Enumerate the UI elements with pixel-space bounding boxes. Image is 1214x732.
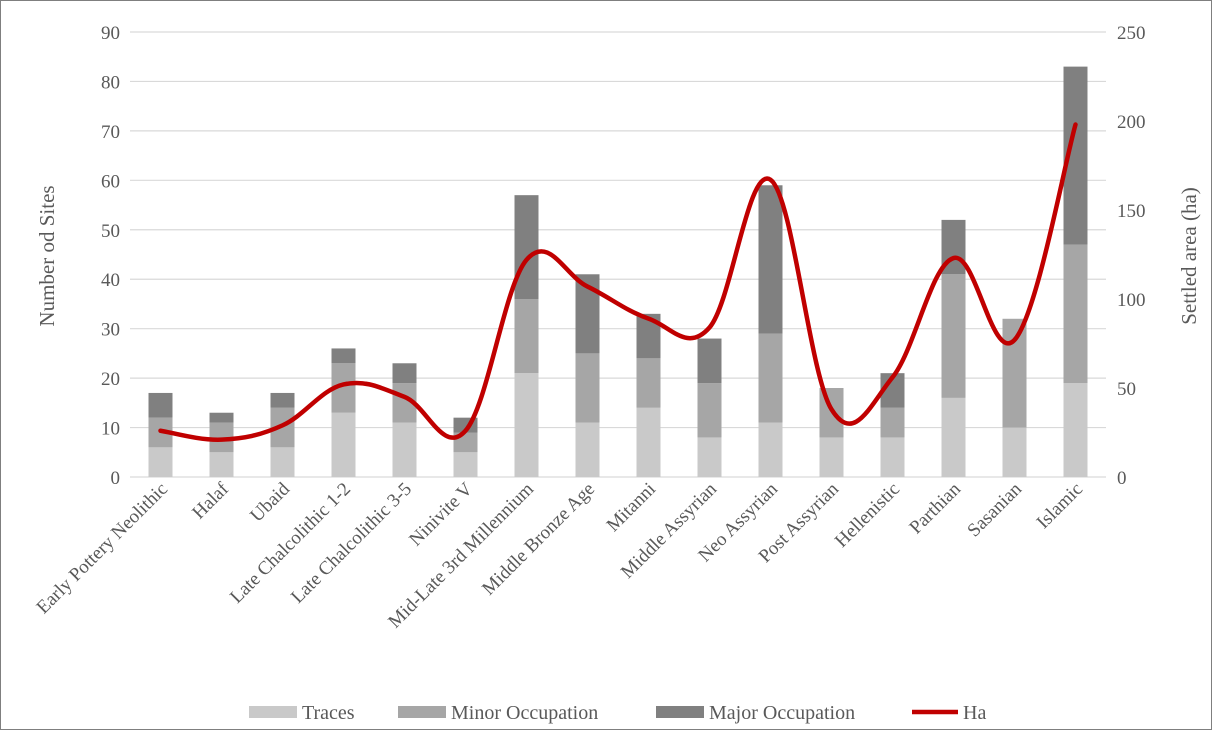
y2-tick-label: 150 bbox=[1117, 201, 1146, 222]
y-tick-label: 90 bbox=[101, 23, 120, 44]
bar-traces-late-chalcolithic-3-5 bbox=[392, 422, 417, 477]
bar-minor-occupation-sasanian bbox=[1002, 318, 1027, 428]
legend-swatch-major-occupation bbox=[656, 706, 704, 718]
bar-traces-early-pottery-neolithic bbox=[148, 447, 173, 477]
bar-traces-halaf bbox=[209, 452, 234, 477]
legend-swatch-traces bbox=[249, 706, 297, 718]
bar-minor-occupation-mid-late-3rd-millennium bbox=[514, 299, 539, 374]
x-tick-label: Hellenistic bbox=[831, 479, 904, 552]
ha-line bbox=[158, 122, 1078, 442]
y2-axis-ticks: 0 50 100 150 200 250 bbox=[1117, 23, 1146, 489]
y-tick-label: 20 bbox=[101, 369, 120, 390]
bar-traces-hellenistic bbox=[880, 437, 905, 477]
y-tick-label: 10 bbox=[101, 419, 120, 440]
y2-tick-label: 250 bbox=[1117, 23, 1146, 44]
y-axis-ticks: 0 10 20 30 40 50 60 70 80 90 bbox=[101, 23, 120, 489]
x-tick-label: Sasanian bbox=[963, 478, 1026, 541]
y-tick-label: 70 bbox=[101, 122, 120, 143]
bar-major-occupation-halaf bbox=[209, 412, 234, 423]
bar-minor-occupation-parthian bbox=[941, 274, 966, 398]
bar-major-occupation-neo-assyrian bbox=[758, 185, 783, 334]
y2-tick-label: 0 bbox=[1117, 468, 1127, 489]
legend-label-minor-occupation: Minor Occupation bbox=[451, 702, 598, 724]
bar-minor-occupation-middle-bronze-age bbox=[575, 353, 600, 423]
x-tick-label: Mitanni bbox=[603, 479, 660, 536]
y-tick-label: 50 bbox=[101, 221, 120, 242]
bar-traces-middle-bronze-age bbox=[575, 422, 600, 477]
x-tick-label: Middle Bronze Age bbox=[478, 479, 599, 600]
y2-tick-label: 50 bbox=[1117, 379, 1136, 400]
y-tick-label: 0 bbox=[111, 468, 121, 489]
y-tick-label: 60 bbox=[101, 171, 120, 192]
bar-traces-post-assyrian bbox=[819, 437, 844, 477]
y2-tick-label: 100 bbox=[1117, 290, 1146, 311]
bar-traces-ninivite-v bbox=[453, 452, 478, 477]
bar-minor-occupation-middle-assyrian bbox=[697, 383, 722, 438]
bar-traces-parthian bbox=[941, 397, 966, 477]
bar-minor-occupation-mitanni bbox=[636, 358, 661, 408]
bar-traces-mid-late-3rd-millennium bbox=[514, 373, 539, 477]
x-tick-label: Islamic bbox=[1033, 479, 1087, 533]
series-line-ha bbox=[158, 122, 1078, 442]
bar-traces-sasanian bbox=[1002, 427, 1027, 477]
x-tick-label: Halaf bbox=[188, 478, 233, 523]
bars bbox=[148, 66, 1088, 477]
legend-swatch-minor-occupation bbox=[398, 706, 446, 718]
bar-major-occupation-ubaid bbox=[270, 392, 295, 408]
bar-minor-occupation-islamic bbox=[1063, 244, 1088, 384]
x-tick-label: Ubaid bbox=[246, 478, 294, 526]
bar-minor-occupation-neo-assyrian bbox=[758, 333, 783, 423]
bar-major-occupation-middle-assyrian bbox=[697, 338, 722, 384]
bar-traces-middle-assyrian bbox=[697, 437, 722, 477]
x-tick-label: Late Chalcolithic 3-5 bbox=[287, 479, 416, 608]
bar-major-occupation-late-chalcolithic-1-2 bbox=[331, 348, 356, 364]
legend-label-traces: Traces bbox=[302, 702, 355, 724]
y-axis-title: Number od Sites bbox=[35, 185, 59, 326]
legend-label-ha: Ha bbox=[963, 702, 986, 724]
bar-major-occupation-early-pottery-neolithic bbox=[148, 392, 173, 418]
y-tick-label: 30 bbox=[101, 320, 120, 341]
bar-traces-islamic bbox=[1063, 383, 1088, 477]
bar-minor-occupation-hellenistic bbox=[880, 407, 905, 438]
y2-tick-label: 200 bbox=[1117, 112, 1146, 133]
y-tick-label: 80 bbox=[101, 72, 120, 93]
legend-label-major-occupation: Major Occupation bbox=[709, 702, 855, 724]
y-tick-label: 40 bbox=[101, 270, 120, 291]
y2-axis-title: Settled area (ha) bbox=[1177, 187, 1201, 325]
bar-traces-late-chalcolithic-1-2 bbox=[331, 412, 356, 477]
bar-traces-neo-assyrian bbox=[758, 422, 783, 477]
bar-major-occupation-late-chalcolithic-3-5 bbox=[392, 363, 417, 384]
x-tick-label: Parthian bbox=[905, 478, 965, 538]
bar-major-occupation-mid-late-3rd-millennium bbox=[514, 195, 539, 299]
x-tick-label: Early Pottery Neolithic bbox=[33, 479, 172, 618]
bar-traces-mitanni bbox=[636, 407, 661, 477]
legend: Traces Minor Occupation Major Occupation Ha bbox=[249, 702, 986, 724]
bar-traces-ubaid bbox=[270, 447, 295, 477]
